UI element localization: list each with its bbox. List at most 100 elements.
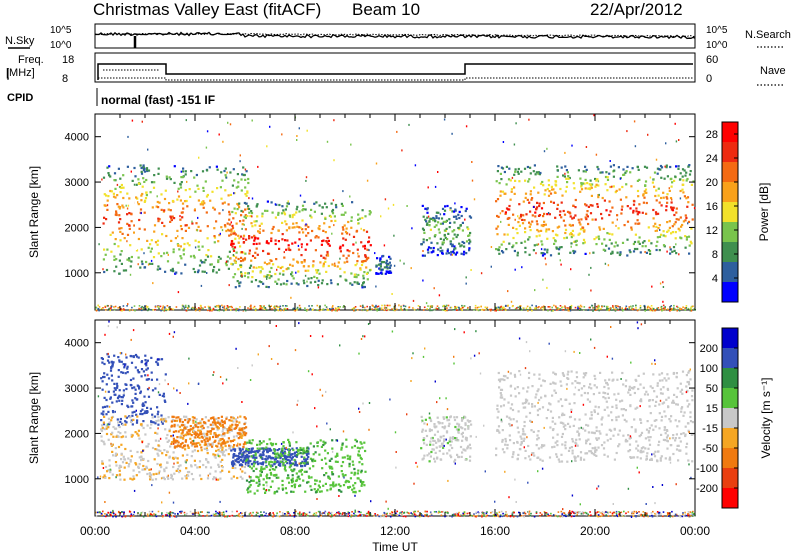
echo-cell — [522, 200, 525, 203]
echo-cell — [237, 181, 240, 184]
echo-cell — [600, 212, 603, 216]
echo-cell — [165, 234, 168, 238]
echo-cell — [564, 224, 567, 227]
echo-cell — [211, 416, 214, 420]
echo-cell — [242, 460, 245, 464]
echo-cell — [242, 234, 246, 237]
echo-cell — [448, 440, 451, 443]
echo-cell — [311, 459, 314, 462]
echo-cell — [625, 307, 627, 309]
echo-cell — [361, 463, 364, 466]
echo-cell — [230, 242, 233, 245]
echo-cell — [628, 443, 632, 446]
echo-cell — [289, 456, 292, 459]
echo-cell — [154, 241, 158, 244]
echo-cell — [235, 454, 238, 457]
echo-cell — [127, 457, 130, 460]
echo-cell — [510, 190, 513, 193]
echo-cell — [302, 265, 306, 268]
echo-cell — [333, 224, 335, 227]
echo-cell — [133, 477, 136, 480]
echo-cell — [621, 185, 624, 189]
echo-cell — [444, 220, 447, 223]
echo-cell — [426, 207, 429, 210]
echo-cell — [266, 263, 269, 266]
echo-cell — [300, 465, 303, 468]
echo-cell — [261, 447, 264, 450]
echo-cell — [664, 307, 666, 309]
echo-cell — [597, 306, 599, 309]
echo-cell — [195, 442, 198, 445]
echo-cell — [543, 193, 546, 196]
echo-cell — [218, 309, 221, 312]
echo-cell — [452, 237, 455, 240]
echo-cell — [689, 170, 692, 173]
echo-cell — [662, 244, 666, 247]
echo-cell — [612, 175, 615, 178]
echo-cell — [291, 474, 294, 477]
echo-cell — [197, 225, 200, 228]
echo-cell — [676, 444, 679, 447]
echo-cell — [291, 216, 294, 219]
echo-cell — [678, 253, 680, 256]
echo-cell — [183, 444, 186, 447]
echo-cell — [145, 260, 148, 264]
echo-cell — [183, 415, 186, 418]
echo-cell — [115, 210, 118, 213]
echo-cell — [628, 249, 631, 252]
echo-cell — [625, 183, 628, 186]
echo-cell — [241, 465, 244, 468]
echo-cell — [626, 238, 629, 241]
echo-cell — [431, 448, 434, 451]
echo-cell — [528, 225, 531, 228]
echo-cell — [590, 266, 592, 269]
echo-cell — [154, 448, 157, 451]
echo-cell — [565, 185, 568, 188]
echo-cell — [666, 193, 669, 196]
echo-cell — [256, 450, 259, 453]
echo-cell — [379, 257, 382, 260]
echo-cell — [365, 266, 368, 269]
echo-cell — [589, 252, 591, 255]
echo-cell — [451, 132, 453, 135]
power-panel-frame — [94, 113, 696, 311]
echo-cell — [683, 169, 686, 172]
echo-cell — [200, 201, 204, 204]
echo-cell — [172, 308, 175, 311]
echo-cell — [630, 185, 633, 188]
echo-cell — [441, 309, 444, 311]
echo-cell — [262, 282, 265, 285]
echo-cell — [105, 218, 108, 221]
echo-cell — [665, 196, 668, 199]
echo-cell — [693, 207, 696, 210]
echo-cell — [466, 308, 469, 311]
echo-cell — [411, 227, 413, 230]
echo-cell — [240, 264, 243, 267]
echo-cell — [284, 220, 287, 223]
echo-cell — [547, 408, 550, 411]
echo-cell — [141, 403, 144, 406]
echo-cell — [615, 224, 617, 227]
echo-cell — [384, 305, 386, 307]
echo-cell — [629, 207, 632, 210]
echo-cell — [671, 198, 673, 201]
echo-cell — [132, 401, 135, 404]
echo-cell — [218, 450, 221, 453]
echo-cell — [265, 446, 268, 449]
echo-cell — [230, 257, 232, 260]
echo-cell — [117, 375, 120, 378]
echo-cell — [162, 307, 164, 309]
echo-cell — [425, 220, 428, 223]
echo-cell — [497, 306, 500, 309]
echo-cell — [632, 387, 635, 390]
echo-cell — [613, 245, 616, 248]
echo-cell — [684, 425, 687, 428]
echo-cell — [650, 305, 653, 307]
echo-cell — [533, 164, 536, 167]
echo-cell — [656, 240, 659, 243]
echo-cell — [102, 423, 106, 426]
echo-cell — [356, 260, 359, 263]
echo-cell — [458, 216, 461, 220]
echo-cell — [257, 165, 259, 168]
echo-cell — [293, 452, 296, 455]
